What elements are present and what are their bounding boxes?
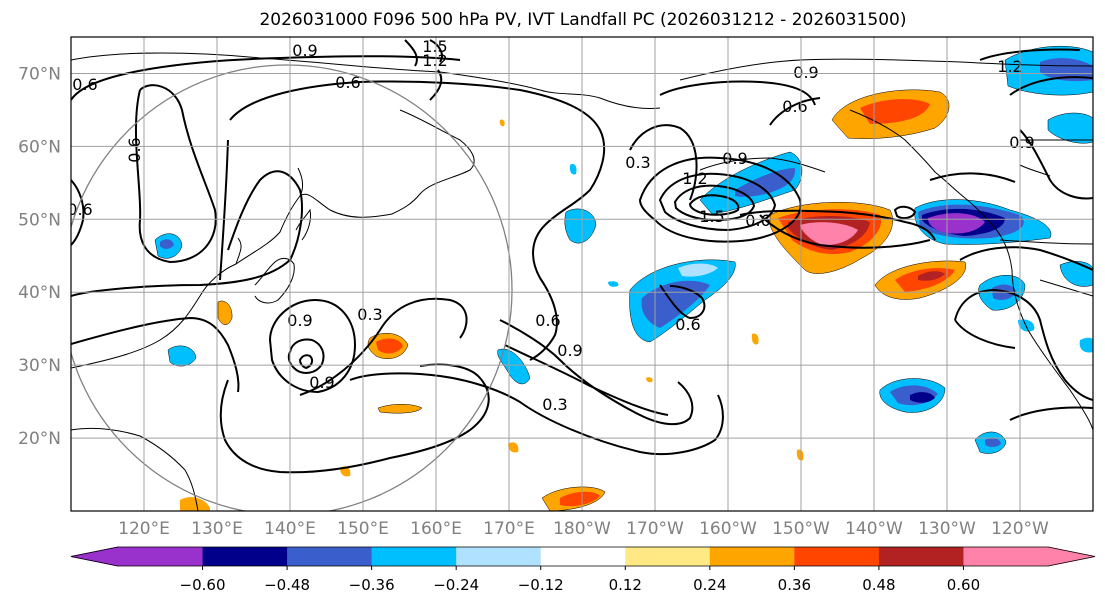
contour-label: 1.5 <box>422 37 447 56</box>
longitude-label: 160°W <box>699 519 757 539</box>
latitude-label: 50°N <box>18 210 61 230</box>
contour-label: 1.2 <box>997 57 1022 76</box>
longitude-label: 170°W <box>626 519 684 539</box>
contour-label: 0.6 <box>72 75 97 94</box>
longitude-label: 150°E <box>337 519 389 539</box>
longitude-label: 150°W <box>772 519 830 539</box>
contour-labels: 0.9 1.5 1.2 0.6 0.6 0.6 0.9 0.6 0.3 0.9 … <box>67 37 1035 414</box>
longitude-label: 140°E <box>264 519 316 539</box>
contour-label: 0.6 <box>535 311 560 330</box>
colorbar-segment <box>540 547 626 566</box>
contour-label: 1.5 <box>699 207 724 226</box>
pv-contours <box>71 39 1093 474</box>
colorbar-extend-min <box>70 546 119 567</box>
longitude-label: 120°W <box>991 519 1049 539</box>
map-frame <box>70 36 1094 512</box>
colorbar-extend-max <box>1047 546 1096 567</box>
ivt-shading <box>154 45 1093 511</box>
colorbar-tick-label: −0.12 <box>518 576 564 594</box>
latitude-label: 20°N <box>18 429 61 449</box>
contour-label: 0.9 <box>287 311 312 330</box>
contour-label: 0.3 <box>542 395 567 414</box>
contour-label: 0.9 <box>1009 133 1034 152</box>
colorbar-tick-label: −0.24 <box>433 576 479 594</box>
latitude-label: 60°N <box>18 137 61 157</box>
contour-label: 0.3 <box>357 305 382 324</box>
colorbar-tick-label: −0.36 <box>349 576 395 594</box>
latitude-label: 70°N <box>18 64 61 84</box>
longitude-label: 160°E <box>410 519 462 539</box>
colorbar-segment <box>709 547 795 566</box>
contour-label: 0.9 <box>557 341 582 360</box>
contour-label: 0.6 <box>335 73 360 92</box>
longitude-label: 130°W <box>918 519 976 539</box>
landfall-radius-circle <box>71 64 513 511</box>
colorbar-segment <box>118 547 204 566</box>
contour-label: 0.6 <box>745 211 770 230</box>
colorbar-outline <box>70 546 1096 567</box>
colorbar-segment <box>794 547 880 566</box>
colorbar-segment <box>287 547 373 566</box>
map-title: 2026031000 F096 500 hPa PV, IVT Landfall… <box>259 10 906 30</box>
contour-label: 0.6 <box>782 97 807 116</box>
gridlines <box>71 37 1093 511</box>
contour-label: 0.9 <box>292 41 317 60</box>
colorbar-tick-label: 0.48 <box>862 576 895 594</box>
contour-label: 0.9 <box>793 63 818 82</box>
contour-label: 0.9 <box>722 149 747 168</box>
colorbar-tick-label: 0.12 <box>609 576 642 594</box>
colorbar-segment <box>202 547 288 566</box>
latitude-labels: 70°N 60°N 50°N 40°N 30°N 20°N <box>18 64 61 449</box>
contour-label: 1.2 <box>422 51 447 70</box>
contour-label: 0.6 <box>125 137 144 162</box>
colorbar-segment <box>963 547 1049 566</box>
longitude-label: 120°E <box>118 519 170 539</box>
latitude-label: 30°N <box>18 356 61 376</box>
colorbar-segment <box>371 547 457 566</box>
colorbar-tick-label: −0.60 <box>180 576 226 594</box>
colorbar-tick-label: 0.60 <box>947 576 980 594</box>
colorbar-tick-label: −0.48 <box>264 576 310 594</box>
colorbar: −0.60 −0.48 −0.36 −0.24 −0.12 0.12 0.24 0.36 0.4… <box>70 546 1096 594</box>
colorbar-segment <box>625 547 711 566</box>
contour-label: 0.6 <box>675 315 700 334</box>
map-panel: 0.9 1.5 1.2 0.6 0.6 0.6 0.9 0.6 0.3 0.9 … <box>67 36 1094 512</box>
longitude-label: 180°W <box>553 519 611 539</box>
longitude-label: 140°W <box>845 519 903 539</box>
colorbar-segment <box>456 547 542 566</box>
colorbar-segment <box>878 547 964 566</box>
longitude-label: 130°E <box>191 519 243 539</box>
colorbar-tick-label: 0.24 <box>693 576 726 594</box>
contour-label: 0.3 <box>625 153 650 172</box>
colorbar-tick-label: 0.36 <box>778 576 811 594</box>
longitude-labels: 120°E 130°E 140°E 150°E 160°E 170°E 180°W 170°W… <box>118 519 1049 539</box>
latitude-label: 40°N <box>18 283 61 303</box>
contour-label: 0.9 <box>309 373 334 392</box>
contour-label: 1.2 <box>682 169 707 188</box>
longitude-label: 170°E <box>483 519 535 539</box>
contour-label: 0.6 <box>67 200 92 219</box>
